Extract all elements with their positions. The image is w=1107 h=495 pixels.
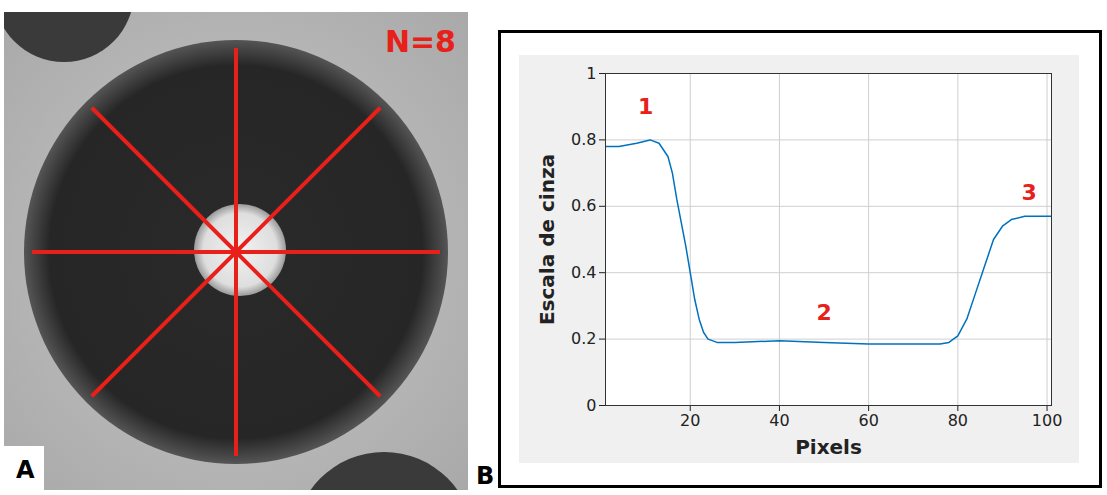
- svg-text:A: A: [16, 456, 35, 484]
- svg-text:N=8: N=8: [385, 24, 456, 59]
- svg-text:0.4: 0.4: [571, 263, 596, 282]
- svg-text:Escala de cinza: Escala de cinza: [535, 154, 559, 325]
- svg-text:40: 40: [769, 411, 789, 430]
- svg-text:2: 2: [816, 300, 831, 325]
- svg-text:0.8: 0.8: [571, 130, 596, 149]
- svg-text:20: 20: [680, 411, 700, 430]
- svg-text:Pixels: Pixels: [795, 435, 862, 459]
- svg-text:100: 100: [1032, 411, 1063, 430]
- svg-text:80: 80: [948, 411, 968, 430]
- svg-text:0.2: 0.2: [571, 329, 596, 348]
- svg-text:0: 0: [586, 396, 596, 415]
- svg-text:3: 3: [1022, 180, 1037, 205]
- svg-text:60: 60: [858, 411, 878, 430]
- html-text:B: B: [476, 462, 495, 490]
- svg-text:1: 1: [586, 64, 596, 83]
- svg-text:0.6: 0.6: [571, 196, 596, 215]
- svg-text:1: 1: [638, 94, 653, 119]
